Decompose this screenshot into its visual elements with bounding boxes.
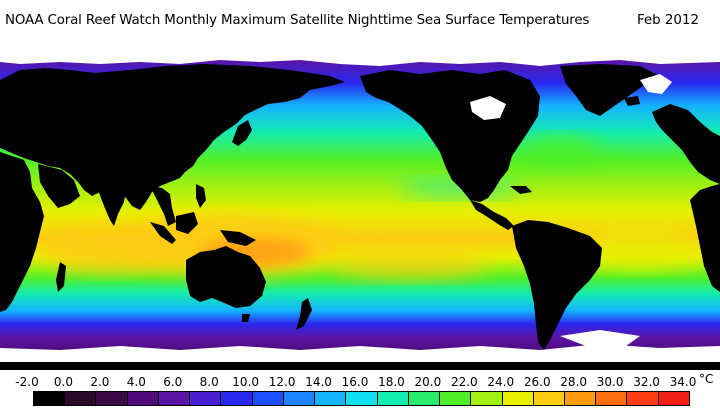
legend-tick-label: 0.0 (53, 375, 73, 389)
legend-swatch (315, 392, 347, 405)
legend-swatch (127, 392, 159, 405)
legend-tick-label: 12.0 (268, 375, 296, 389)
legend-tick-label: 10.0 (232, 375, 260, 389)
legend-swatch (96, 392, 128, 405)
legend-swatch (596, 392, 628, 405)
legend-swatch (65, 392, 97, 405)
legend-swatch (627, 392, 659, 405)
legend-swatch (252, 392, 284, 405)
legend-tick-label: -2.0 (15, 375, 39, 389)
map-title: NOAA Coral Reef Watch Monthly Maximum Sa… (5, 13, 590, 28)
legend-tick-label: 32.0 (633, 375, 660, 389)
legend-tick-label: 26.0 (523, 375, 551, 389)
hudson-bay-ice (470, 96, 506, 120)
africa-west-landmass (690, 184, 720, 292)
land (0, 64, 720, 350)
legend-tick-label: 2.0 (90, 375, 110, 389)
eurasia-landmass (0, 64, 345, 210)
legend-swatch (283, 392, 316, 405)
sumatra (150, 222, 176, 244)
header: NOAA Coral Reef Watch Monthly Maximum Sa… (0, 0, 720, 40)
legend-swatch (377, 392, 409, 405)
legend-tick-label: 24.0 (487, 375, 515, 389)
legend-swatch (408, 392, 441, 405)
map-date: Feb 2012 (636, 13, 699, 28)
north-atlantic-warm-tongue (520, 136, 600, 168)
madagascar (56, 262, 66, 292)
australia-landmass (186, 246, 266, 308)
uk-ireland (674, 116, 686, 134)
antarctic-coast-black (0, 362, 720, 370)
greenland-coast-ice (640, 74, 672, 94)
temperature-legend: -2.0 0.0 2.0 4.0 6.0 8.0 10.0 12.0 14.0 16.0 18.0 2… (0, 370, 720, 411)
indian-subcontinent (98, 170, 126, 226)
legend-swatch (221, 392, 253, 405)
legend-swatch (564, 392, 597, 405)
africa-landmass (0, 152, 44, 312)
legend-tick-label: 34.0 (669, 375, 697, 389)
legend-tick-label: 22.0 (450, 375, 478, 389)
sst-world-map (0, 40, 720, 370)
legend-swatch (502, 392, 534, 405)
legend-swatch (533, 392, 565, 405)
legend-tick-label: 8.0 (199, 375, 219, 389)
central-america (470, 200, 514, 230)
legend-unit: °C (699, 372, 714, 386)
new-zealand (296, 298, 312, 330)
legend-swatch (658, 392, 689, 405)
legend-swatch (471, 392, 503, 405)
indian-ocean-warm-band (40, 228, 180, 272)
arabian-peninsula (38, 164, 80, 208)
legend-tick-label: 30.0 (596, 375, 624, 389)
iceland (624, 96, 640, 106)
legend-swatch (190, 392, 222, 405)
legend-swatch (158, 392, 191, 405)
legend-tick-label: 6.0 (163, 375, 183, 389)
legend-tick-label: 28.0 (560, 375, 588, 389)
legend-tick-label: 20.0 (414, 375, 442, 389)
south-pacific-warm-band (330, 251, 490, 279)
new-guinea (220, 230, 256, 246)
indochina-peninsula (150, 186, 176, 226)
legend-swatch (34, 392, 66, 405)
legend-tick-label: 16.0 (341, 375, 369, 389)
south-atlantic-warm-band (580, 230, 700, 270)
arctic-ice-cap (0, 40, 720, 66)
borneo (176, 212, 198, 234)
legend-tick-label: 18.0 (378, 375, 405, 389)
south-america-landmass (512, 220, 602, 350)
legend-tick-label: 14.0 (305, 375, 332, 389)
legend-swatch (440, 392, 472, 405)
greenland (560, 64, 656, 116)
tasmania (242, 314, 250, 322)
japan-islands (232, 120, 252, 146)
caribbean-islands (510, 186, 532, 194)
weddell-sea-ice (560, 330, 640, 346)
legend-tick-label: 4.0 (126, 375, 146, 389)
europe-west (652, 104, 720, 184)
philippines (196, 184, 206, 208)
legend-swatch (346, 392, 378, 405)
legend-colorbar (33, 391, 690, 406)
